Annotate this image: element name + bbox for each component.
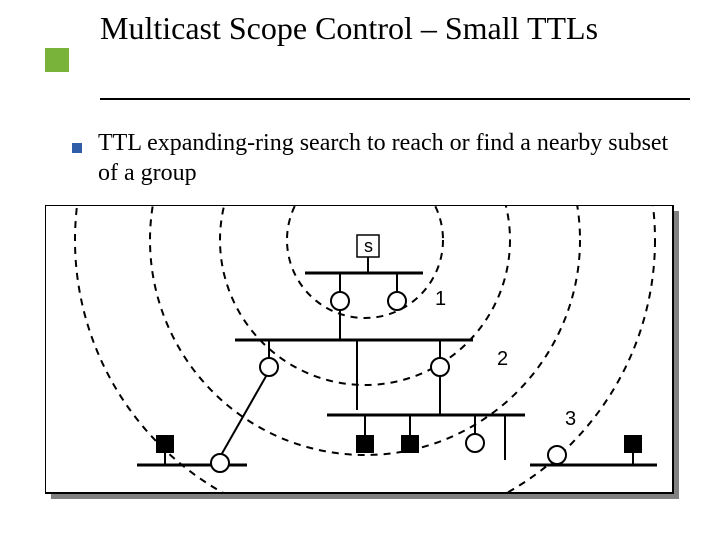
svg-text:3: 3	[565, 408, 576, 430]
svg-text:1: 1	[435, 288, 446, 310]
bullet-text: TTL expanding-ring search to reach or fi…	[98, 128, 680, 188]
title-underline	[100, 98, 690, 100]
bullet-marker	[72, 140, 82, 150]
ttl-ring-diagram: s 1 2 3	[45, 205, 685, 505]
title-block: Multicast Scope Control – Small TTLs	[45, 10, 700, 47]
page-title: Multicast Scope Control – Small TTLs	[100, 10, 700, 47]
svg-text:s: s	[364, 236, 373, 256]
bullet-rect	[72, 143, 82, 153]
svg-text:2: 2	[497, 348, 508, 370]
accent-rect	[45, 48, 69, 72]
title-accent-box	[45, 48, 69, 72]
diagram-svg: s 1 2 3	[45, 205, 685, 505]
